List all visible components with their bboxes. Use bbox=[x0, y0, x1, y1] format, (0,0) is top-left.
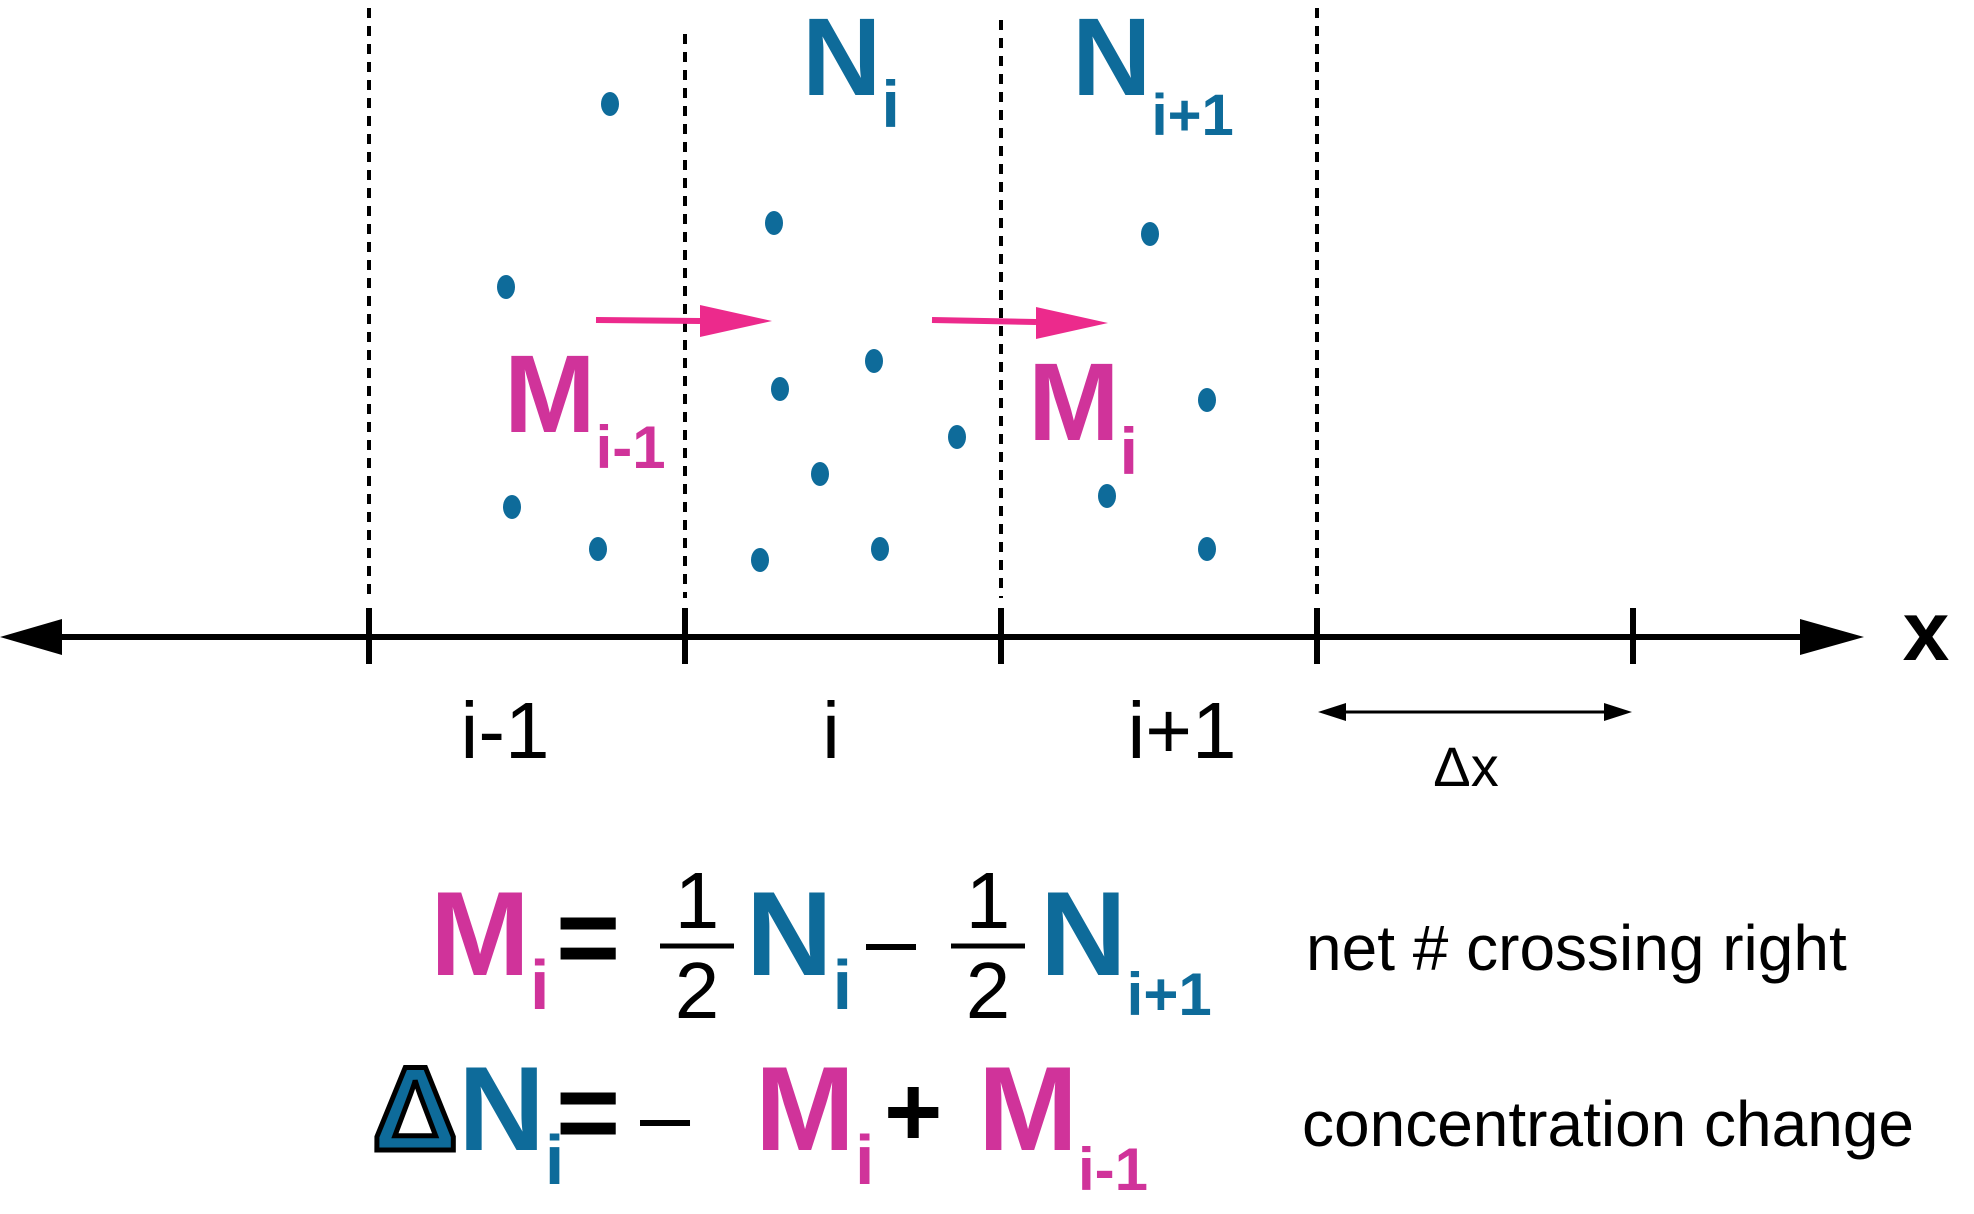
eq2-caption: concentration change bbox=[1302, 1088, 1914, 1160]
particle-dot bbox=[948, 425, 966, 449]
flux-arrows bbox=[595, 317, 1037, 325]
particle-dot bbox=[601, 92, 619, 116]
eq2-term1: Mi bbox=[755, 1042, 874, 1199]
particle-dot bbox=[503, 495, 521, 519]
particles bbox=[497, 92, 1216, 572]
axis-label-x: x bbox=[1903, 584, 1950, 678]
label-m-i: Mi bbox=[1028, 341, 1138, 488]
particle-dot bbox=[751, 548, 769, 572]
fraction-numerator: 1 bbox=[675, 856, 720, 945]
eq1-term2: Ni+1 bbox=[1040, 867, 1212, 1028]
spacing-indicator: Δx bbox=[1318, 703, 1632, 798]
x-axis: x bbox=[0, 584, 1950, 678]
particle-dot bbox=[1141, 222, 1159, 246]
eq1-minus: – bbox=[866, 890, 917, 990]
arrowhead-icon bbox=[1036, 307, 1108, 339]
eq1-lhs: Mi bbox=[430, 867, 549, 1024]
spacing-left-arrow-icon bbox=[1318, 703, 1346, 721]
label-m-i-minus-1: Mi-1 bbox=[504, 333, 666, 481]
eq2-term2: Mi-1 bbox=[978, 1042, 1148, 1203]
equation-flux: Mi = 1 2 Ni – 1 2 Ni+1 net # crossing ri… bbox=[430, 856, 1847, 1035]
particle-dot bbox=[497, 275, 515, 299]
eq1-fraction-2: 1 2 bbox=[951, 856, 1025, 1035]
particle-dot bbox=[589, 537, 607, 561]
cell-label-i: i bbox=[822, 686, 840, 775]
particle-dot bbox=[1198, 388, 1216, 412]
particle-dot bbox=[771, 377, 789, 401]
spacing-right-arrow-icon bbox=[1604, 703, 1632, 721]
eq2-equals: = bbox=[556, 1051, 620, 1174]
eq1-fraction-1: 1 2 bbox=[660, 856, 734, 1035]
particle-dot bbox=[765, 211, 783, 235]
cell-boundaries bbox=[367, 8, 1319, 598]
label-n-i-plus-1: Ni+1 bbox=[1072, 0, 1234, 148]
eq2-lhs: ΔNi bbox=[372, 1042, 564, 1199]
eq1-caption: net # crossing right bbox=[1306, 912, 1847, 984]
particle-dot bbox=[1198, 537, 1216, 561]
eq2-minus: – bbox=[640, 1066, 691, 1166]
eq1-term1: Ni bbox=[746, 867, 852, 1024]
fraction-numerator: 1 bbox=[966, 856, 1011, 945]
eq2-plus: + bbox=[884, 1056, 942, 1168]
equation-concentration: ΔNi = – Mi + Mi-1 concentration change bbox=[370, 1040, 1915, 1204]
fraction-denominator: 2 bbox=[675, 946, 720, 1035]
flux-arrow-left bbox=[595, 317, 701, 324]
particle-dot bbox=[1098, 484, 1116, 508]
arrowhead-icon bbox=[700, 305, 772, 337]
eq1-equals: = bbox=[556, 876, 620, 999]
axis-left-arrow-icon bbox=[0, 619, 62, 655]
axis-right-arrow-icon bbox=[1800, 619, 1864, 655]
cell-label-i-plus-1: i+1 bbox=[1128, 686, 1237, 775]
label-n-i: Ni bbox=[802, 0, 900, 141]
particle-dot bbox=[811, 462, 829, 486]
flux-arrow-right bbox=[931, 317, 1037, 325]
particle-dot bbox=[871, 537, 889, 561]
fraction-denominator: 2 bbox=[966, 946, 1011, 1035]
particle-dot bbox=[865, 349, 883, 373]
spacing-label: Δx bbox=[1433, 735, 1498, 798]
cell-label-i-minus-1: i-1 bbox=[461, 686, 550, 775]
